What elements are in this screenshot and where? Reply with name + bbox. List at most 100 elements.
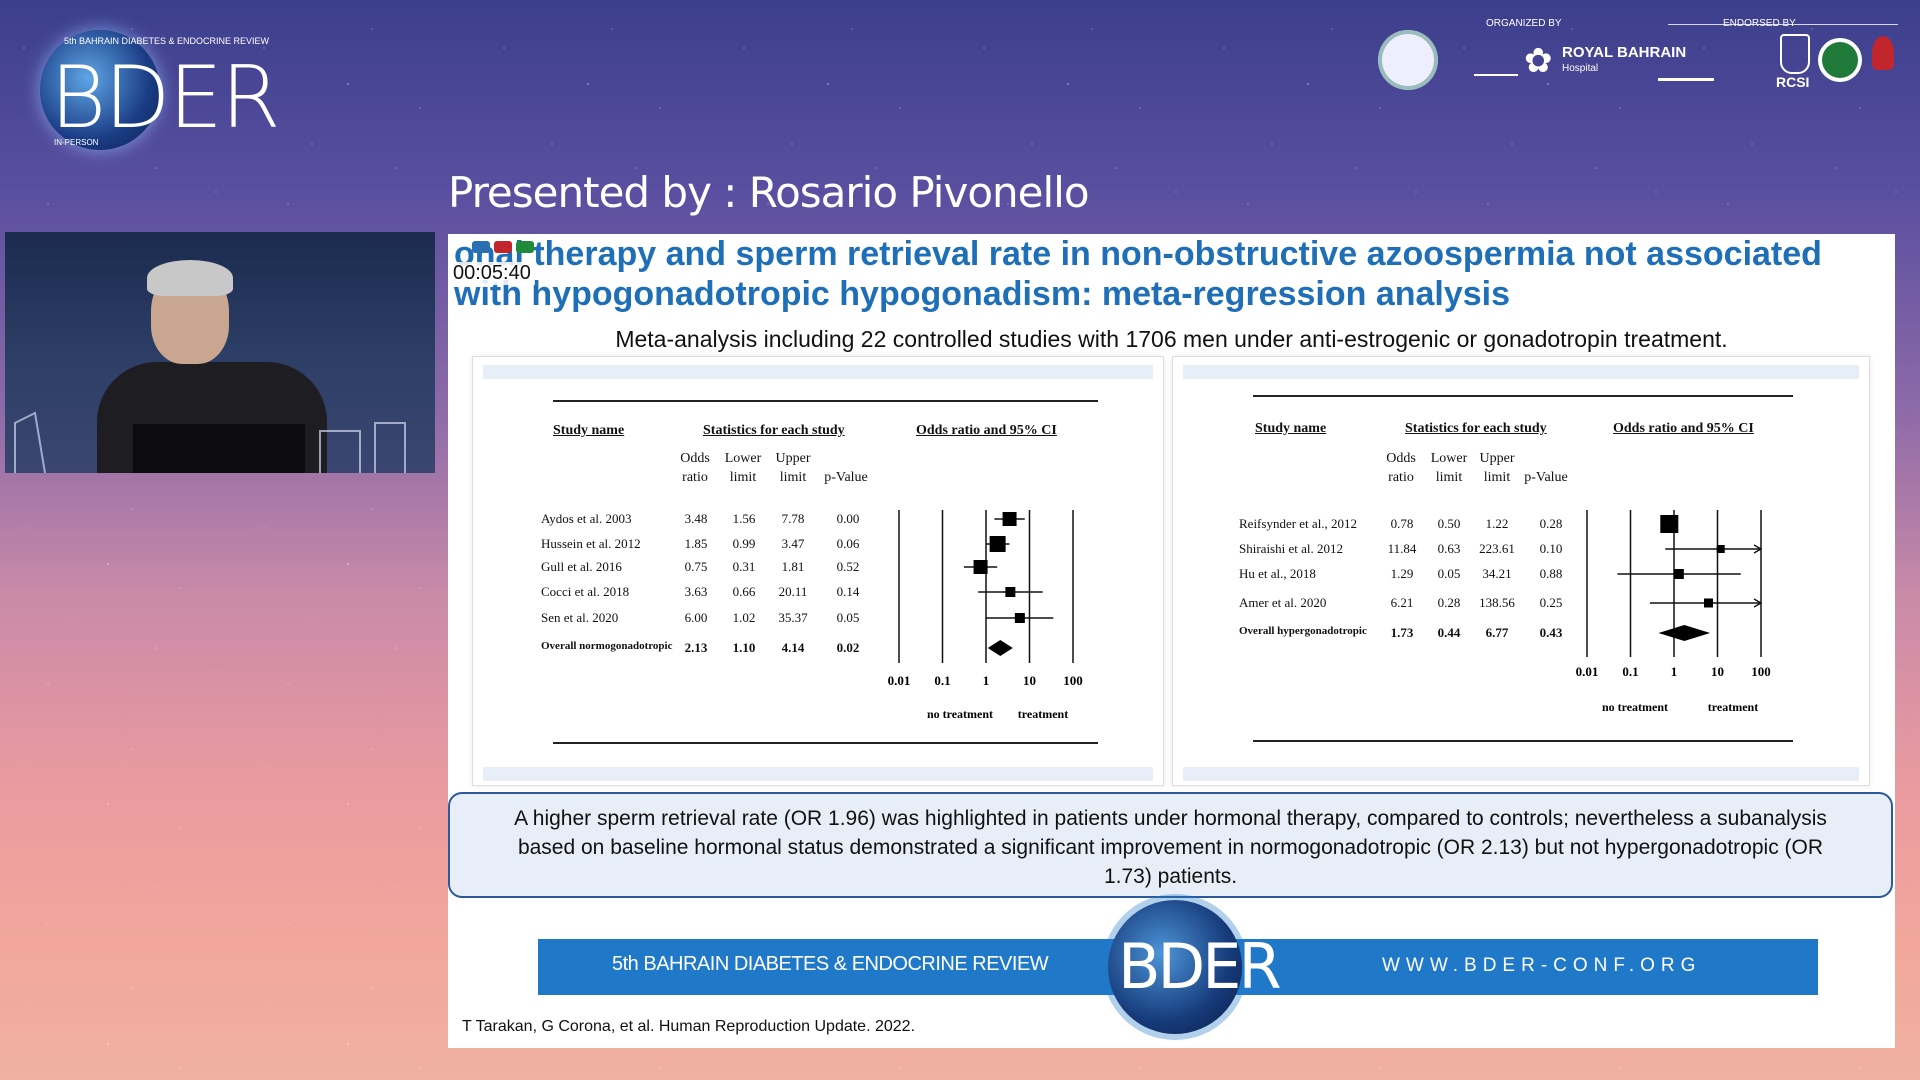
study-name-cell: Aydos et al. 2003 <box>541 511 632 526</box>
session-timer: 00:05:40 <box>449 262 535 285</box>
study-name-cell: Cocci et al. 2018 <box>541 584 630 599</box>
lower-cell: 0.63 <box>1437 541 1461 556</box>
upper-cell: 20.11 <box>778 584 808 599</box>
col-p-value: p-Value <box>1524 470 1568 485</box>
lower-cell: 0.44 <box>1437 625 1461 640</box>
axis-tick-label: 0.1 <box>934 673 950 688</box>
upper-cell: 223.61 <box>1479 541 1515 556</box>
table-rule-bottom <box>1253 740 1793 742</box>
overall-diamond <box>1658 625 1711 641</box>
panel-band-top <box>1183 365 1859 379</box>
podium <box>133 424 305 473</box>
axis-tick-label: 0.01 <box>888 673 911 688</box>
banner-website: WWW.BDER-CONF.ORG <box>1382 955 1702 976</box>
forest-plot-area: 0.01 0.1 1 10 100 no treatment treatment <box>1576 510 1771 714</box>
p-cell: 0.00 <box>836 511 860 526</box>
study-name-cell: Hu et al., 2018 <box>1239 566 1316 581</box>
col-upper-limit: Upper limit <box>775 451 811 485</box>
lower-cell: 0.50 <box>1437 516 1461 531</box>
col-odds-ratio: Odds ratio <box>680 451 710 485</box>
study-marker <box>973 560 988 574</box>
panel-band-bottom <box>483 767 1153 781</box>
endorsed-divider <box>1668 24 1898 25</box>
plot-header: Odds ratio and 95% CI <box>1613 421 1754 436</box>
study-name-header: Study name <box>553 423 625 438</box>
upper-cell: 7.78 <box>781 511 805 526</box>
lower-cell: 0.66 <box>732 584 756 599</box>
language-flags[interactable] <box>472 240 544 256</box>
study-marker <box>1002 512 1017 526</box>
logo-format: IN-PERSON <box>54 138 99 147</box>
panel-band-bottom <box>1183 767 1859 781</box>
banner-event-name: 5th BAHRAIN DIABETES & ENDOCRINE REVIEW <box>612 953 1049 975</box>
diabetes-society-logo <box>1658 48 1714 81</box>
axis-tick-label: 1 <box>983 673 990 688</box>
lower-cell: 1.10 <box>732 640 756 655</box>
study-marker <box>1005 587 1016 597</box>
or-cell: 0.78 <box>1390 516 1414 531</box>
ci-arrow <box>1753 598 1763 608</box>
banner-logo-text: BDER <box>1118 930 1282 1003</box>
panel-band-top <box>483 365 1153 379</box>
axis-tick-label: 100 <box>1063 673 1083 688</box>
table-rule-top <box>1253 395 1793 397</box>
speaker-hair <box>147 260 233 296</box>
p-cell: 0.10 <box>1539 541 1563 556</box>
col-upper-limit: Upper limit <box>1479 451 1515 485</box>
axis-tick-label: 10 <box>1711 664 1724 679</box>
flag-icon[interactable] <box>494 241 512 253</box>
axis-label-treatment: treatment <box>1018 707 1068 721</box>
slide-title: onal therapy and sperm retrieval rate in… <box>454 235 1822 313</box>
conclusion-box: A higher sperm retrieval rate (OR 1.96) … <box>448 792 1893 898</box>
axis-tick-label: 0.1 <box>1622 664 1638 679</box>
endorsed-by-label: ENDORSED BY <box>1723 18 1796 29</box>
flag-icon[interactable] <box>472 241 490 253</box>
citation: T Tarakan, G Corona, et al. Human Reprod… <box>462 1018 916 1035</box>
forest-plot-normogonadotropic: Study name Statistics for each study Odd… <box>472 356 1164 786</box>
forest-plot-hypergonadotropic: Study name Statistics for each study Odd… <box>1172 356 1870 786</box>
rcsi-label: RCSI <box>1776 74 1810 90</box>
axis-label-no-treatment: no treatment <box>927 707 993 721</box>
p-cell: 0.28 <box>1539 516 1563 531</box>
col-lower-limit: Lower limit <box>724 451 762 485</box>
p-cell: 0.52 <box>836 559 860 574</box>
flower-icon: ✿ <box>1524 42 1553 80</box>
table-rule-top <box>553 400 1098 402</box>
or-cell: 6.00 <box>684 610 708 625</box>
arabic-hospital-logo <box>1474 48 1518 76</box>
p-cell: 0.14 <box>836 584 860 599</box>
slide-subtitle: Meta-analysis including 22 controlled st… <box>615 326 1728 352</box>
study-name-header: Study name <box>1255 421 1327 436</box>
p-cell: 0.88 <box>1539 566 1563 581</box>
upper-cell: 35.37 <box>778 610 808 625</box>
study-name-cell: Overall normogonadotropic <box>541 640 673 652</box>
or-cell: 1.73 <box>1390 625 1414 640</box>
or-cell: 2.13 <box>684 640 708 655</box>
col-p-value: p-Value <box>824 470 868 485</box>
study-marker <box>1673 569 1684 579</box>
society-seal-icon <box>1378 30 1438 90</box>
lower-cell: 0.99 <box>732 536 756 551</box>
p-cell: 0.05 <box>836 610 860 625</box>
study-name-cell: Sen et al. 2020 <box>541 610 619 625</box>
skyline-graphic <box>14 411 406 473</box>
organized-by-label: ORGANIZED BY <box>1486 18 1562 29</box>
flag-icon[interactable] <box>516 241 534 253</box>
upper-cell: 3.47 <box>781 536 805 551</box>
or-cell: 3.63 <box>684 584 708 599</box>
association-seal-icon <box>1818 38 1862 82</box>
axis-tick-label: 100 <box>1751 664 1771 679</box>
ci-arrow <box>1753 544 1763 554</box>
or-cell: 6.21 <box>1390 595 1414 610</box>
col-odds-ratio: Odds ratio <box>1386 451 1416 485</box>
axis-label-no-treatment: no treatment <box>1602 700 1668 714</box>
or-cell: 1.85 <box>684 536 708 551</box>
logo-edition: 5th BAHRAIN DIABETES & ENDOCRINE REVIEW <box>64 36 270 46</box>
axis-tick-label: 10 <box>1023 673 1036 688</box>
col-lower-limit: Lower limit <box>1430 451 1468 485</box>
event-logo: 5th BAHRAIN DIABETES & ENDOCRINE REVIEW … <box>36 26 281 156</box>
stats-header: Statistics for each study <box>703 423 845 438</box>
presentation-slide: onal therapy and sperm retrieval rate in… <box>448 234 1895 1048</box>
organizer-name: ROYAL BAHRAIN Hospital <box>1562 44 1687 74</box>
study-name-cell: Amer et al. 2020 <box>1239 595 1327 610</box>
